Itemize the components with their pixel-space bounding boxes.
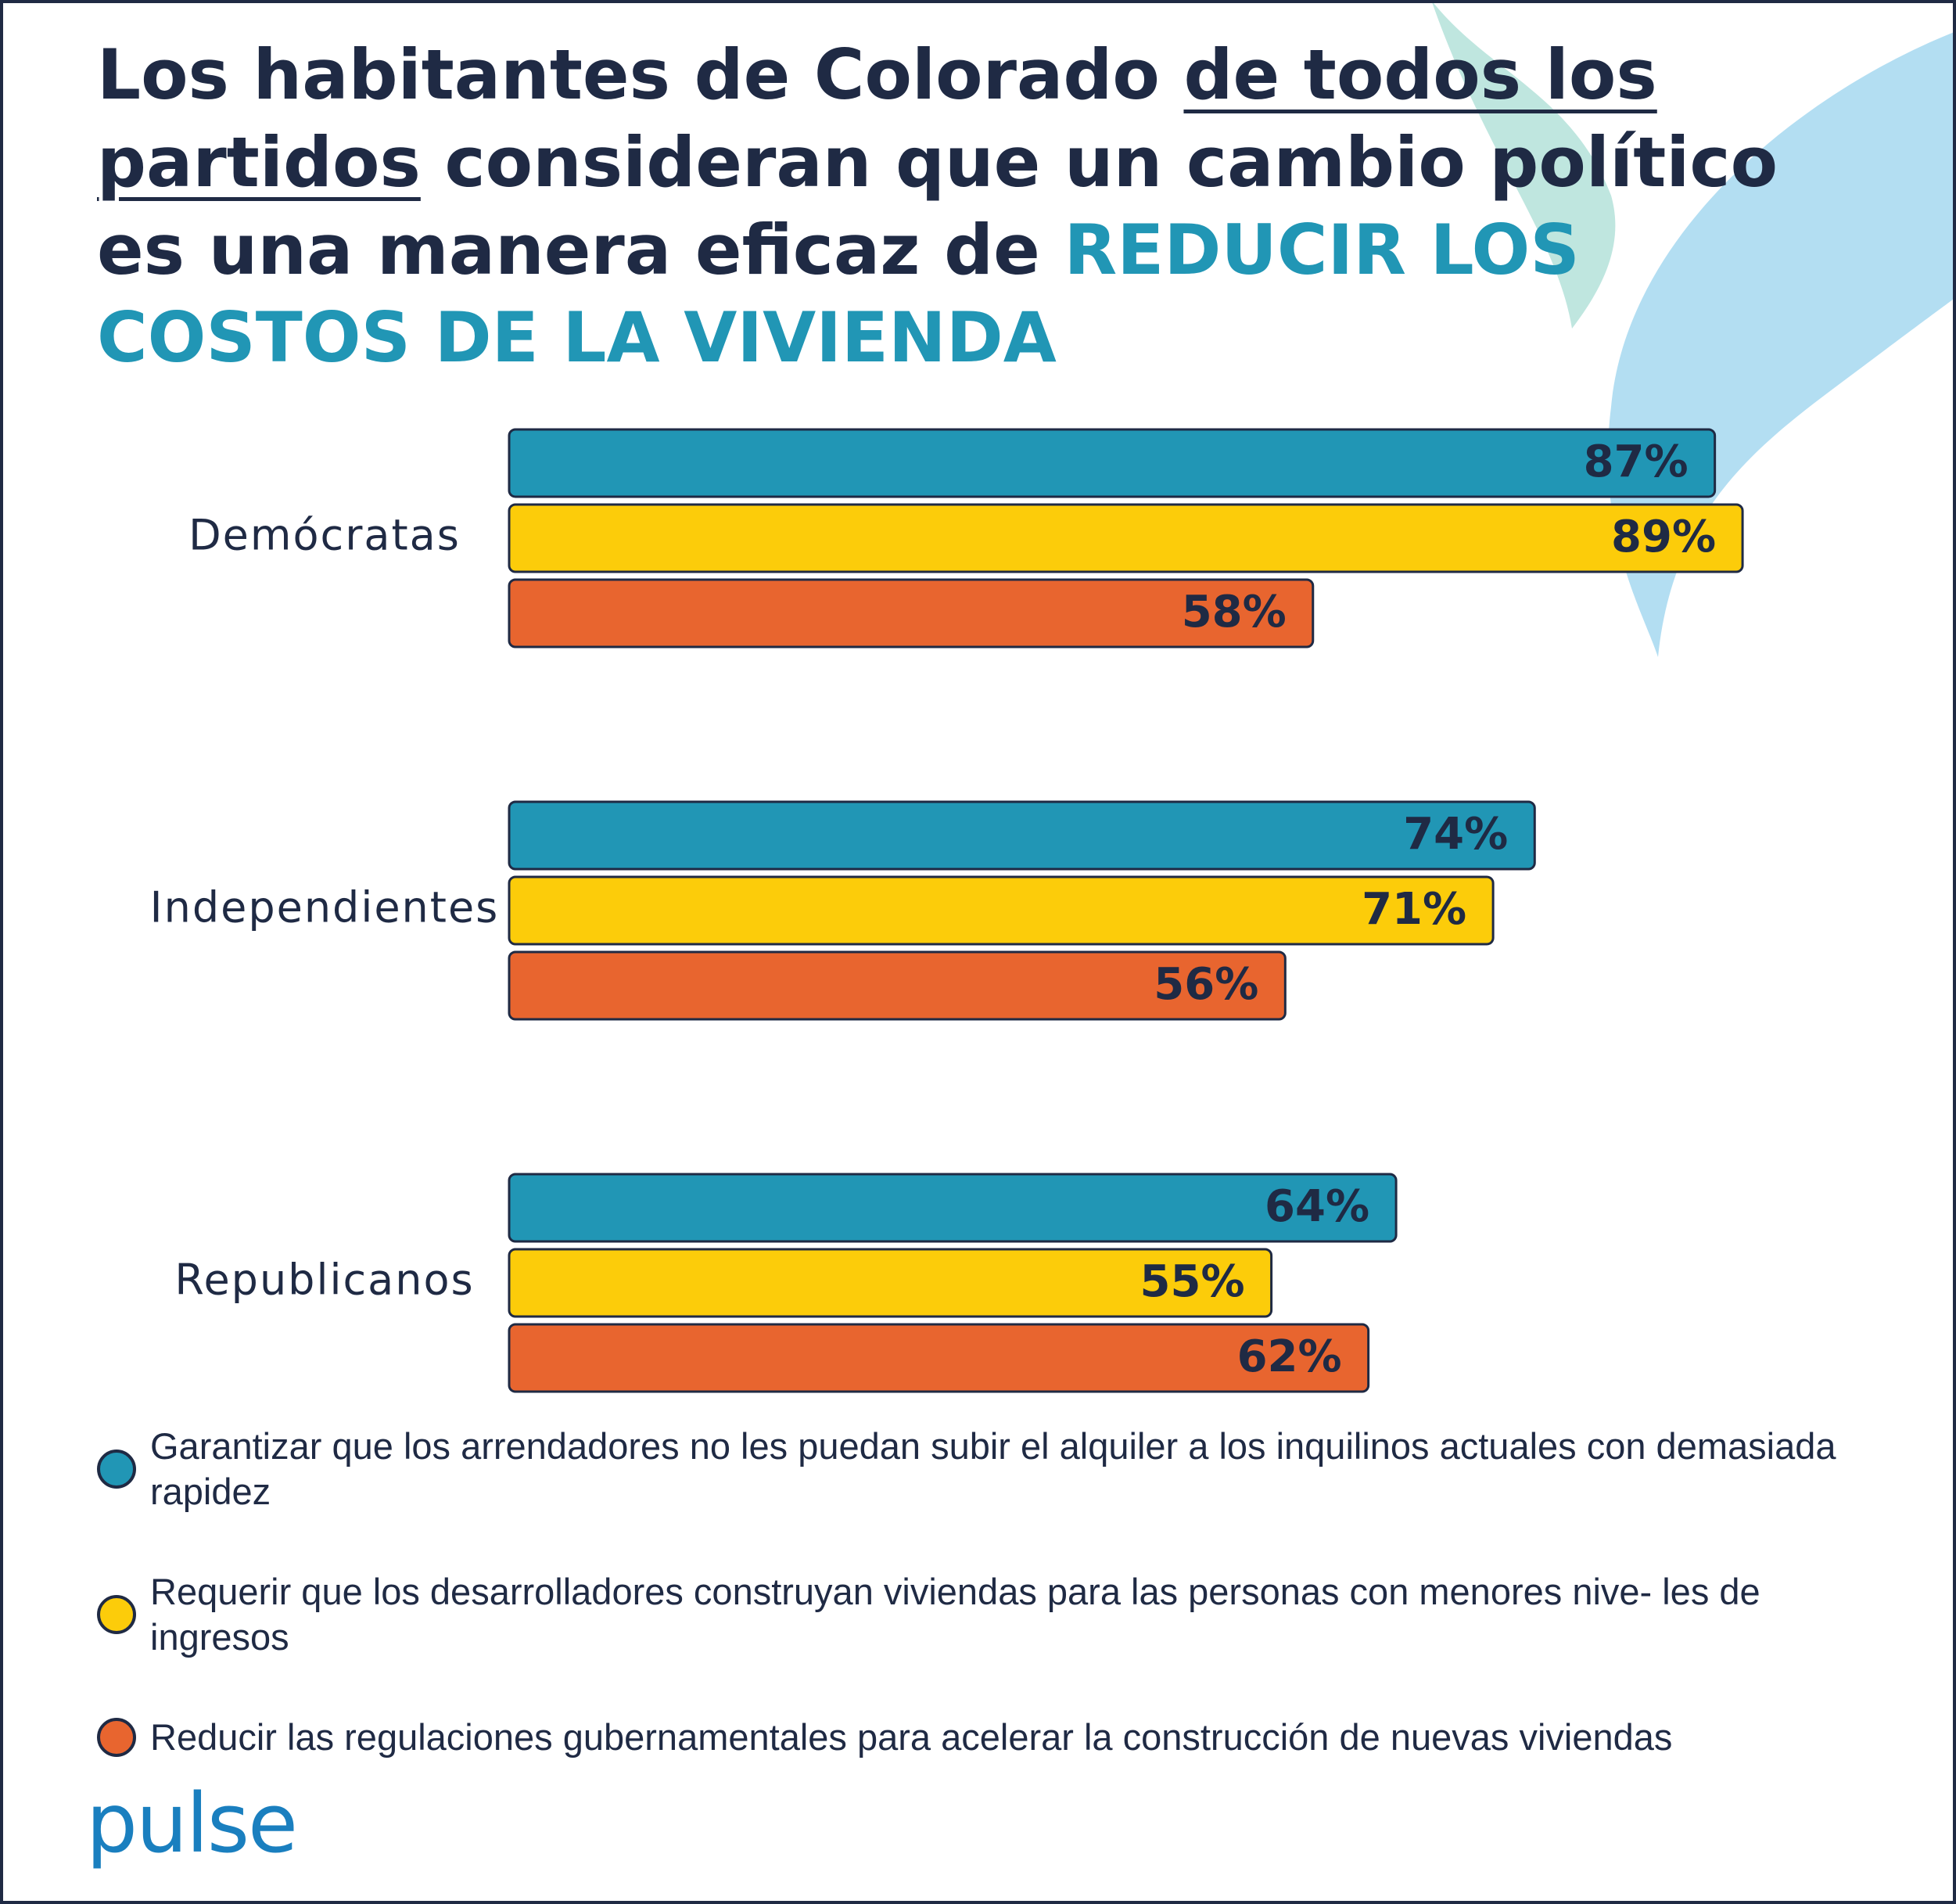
legend-label: Reducir las regulaciones gubernamentales… (150, 1716, 1673, 1758)
value-label: 89% (1611, 512, 1716, 562)
bar (508, 875, 1495, 946)
title-text: Los habitantes de Colorado (97, 34, 1160, 115)
legend-swatch (97, 1718, 136, 1757)
bar (508, 1248, 1273, 1318)
bar (508, 503, 1744, 573)
legend: Garantizar que los arrendadores no les p… (97, 1424, 1841, 1815)
value-label: 58% (1182, 587, 1287, 638)
bar (508, 1173, 1398, 1243)
value-label: 64% (1265, 1181, 1369, 1232)
logo: pulse (86, 1776, 298, 1871)
bar (508, 1323, 1370, 1393)
legend-label: Requerir que los desarrolladores constru… (150, 1571, 1760, 1658)
value-label: 56% (1154, 959, 1258, 1010)
legend-item: Garantizar que los arrendadores no les p… (97, 1424, 1841, 1514)
legend-swatch (97, 1450, 136, 1489)
value-label: 71% (1362, 884, 1466, 935)
decor-leaf (1431, 0, 1616, 329)
value-label: 87% (1584, 436, 1689, 487)
decor-leaf (1607, 31, 1956, 657)
bar (508, 800, 1536, 871)
category-label: Independientes (150, 883, 500, 932)
title-underlined: de todos los partidos (97, 34, 1657, 203)
legend-item: Requerir que los desarrolladores constru… (97, 1569, 1841, 1660)
legend-item: Reducir las regulaciones gubernamentales… (97, 1715, 1841, 1760)
bar (508, 950, 1287, 1021)
value-label: 74% (1403, 809, 1508, 860)
legend-label: Garantizar que los arrendadores no les p… (150, 1425, 1836, 1512)
chart-title: Los habitantes de Colorado de todos los … (97, 31, 1778, 382)
bar (508, 428, 1717, 498)
value-label: 62% (1237, 1331, 1342, 1382)
category-label: Republicanos (174, 1256, 474, 1305)
bar (508, 578, 1315, 648)
category-label: Demócratas (188, 511, 461, 560)
title-highlight: REDUCIR LOS COSTOS DE LA VIVIENDA (97, 210, 1580, 378)
value-label: 55% (1140, 1256, 1245, 1307)
title-text: consideran que un cambio político es una… (97, 122, 1778, 290)
legend-swatch (97, 1595, 136, 1634)
